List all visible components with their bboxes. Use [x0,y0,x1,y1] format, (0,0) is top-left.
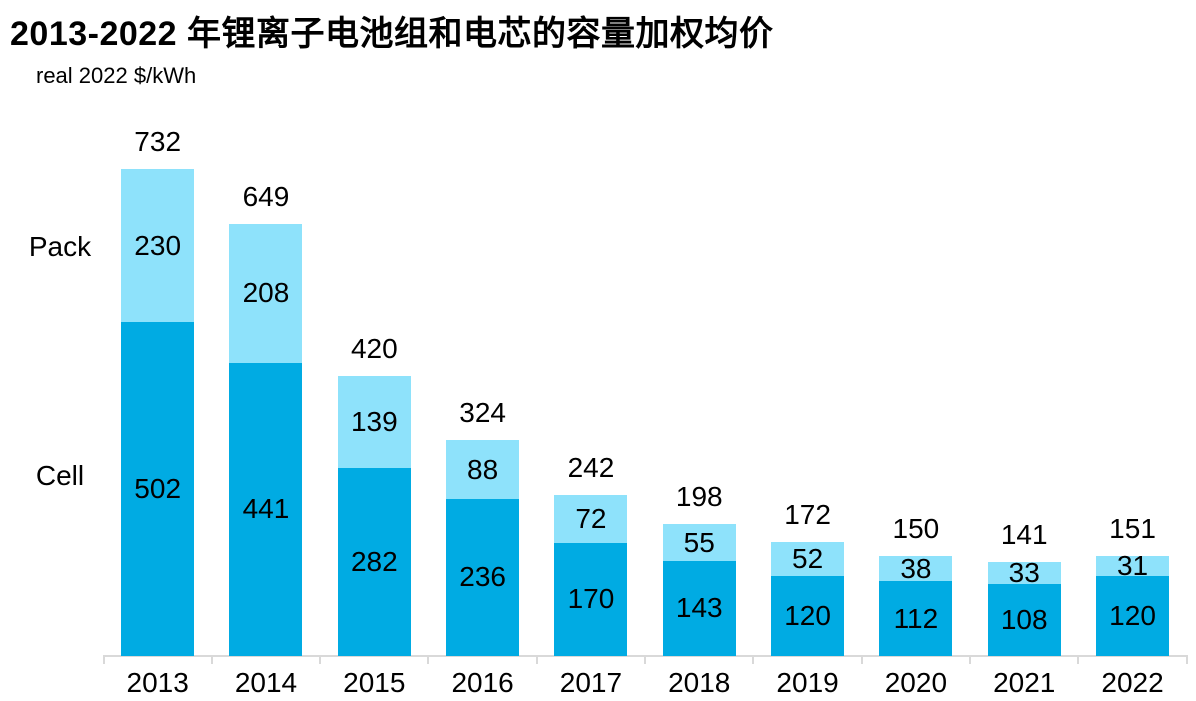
segment-value-cell-label: 120 [784,600,831,632]
x-axis-label: 2015 [343,667,406,698]
x-axis-label: 2017 [559,667,623,698]
x-axis-tick [752,655,755,664]
x-axis-label: 2013 [126,667,189,698]
x-axis-tick [535,655,538,664]
segment-value-pack-label: 230 [134,229,182,261]
x-axis-label: 2014 [234,667,298,698]
chart-title: 2013-2022 年锂离子电池组和电芯的容量加权均价 [10,15,774,53]
segment-value-pack-label: 139 [350,406,398,438]
segment-value-cell-label: 120 [1109,600,1156,632]
bar-segment-cell [121,322,195,656]
bar-segment-pack [337,375,411,469]
x-axis-tick [210,655,213,664]
x-axis-tick [1185,655,1188,664]
x-axis-tick [319,655,322,664]
x-axis-label: 2022 [1101,667,1164,698]
bar-segment-cell [771,576,845,656]
segment-value-cell-label: 282 [350,546,398,578]
x-axis-tick [1077,655,1080,664]
bar-segment-cell [229,362,303,656]
bar-total-label: 172 [784,498,831,530]
segment-value-cell-label: 502 [134,473,182,504]
bar-total-label: 649 [242,181,290,213]
bar-segment-cell [987,584,1061,656]
bar-segment-cell [662,560,736,656]
segment-value-pack-label: 31 [1116,549,1149,581]
x-axis-tick [644,655,647,664]
bar-segment-cell [446,498,520,656]
x-axis-label: 2021 [993,667,1056,698]
bar-segment-pack [879,556,953,582]
bar-total-label: 151 [1109,512,1156,544]
x-axis-tick [969,655,972,664]
series-label-cell: Cell [35,460,85,491]
bar-total-label: 198 [675,481,723,513]
bar-segment-pack [229,224,303,363]
segment-value-pack-label: 52 [792,542,824,574]
bar-total-label: 732 [134,126,182,157]
bar-total-label: 141 [1000,519,1048,551]
bar-segment-cell [554,542,628,656]
segment-value-cell-label: 441 [242,493,290,525]
bar-segment-pack [554,494,628,543]
x-axis-label: 2020 [884,667,948,698]
segment-value-pack-label: 38 [900,552,932,584]
bar-segment-pack [1096,555,1170,577]
bar-total-label: 324 [459,397,506,429]
segment-value-pack-label: 55 [683,526,715,558]
segment-value-cell-label: 143 [675,592,723,624]
bar-segment-pack [771,541,845,577]
bar-total-label: 420 [350,332,398,364]
segment-value-pack-label: 72 [575,502,607,534]
bar-segment-pack [446,440,520,499]
segment-value-pack-label: 88 [467,453,499,485]
x-axis-tick [102,655,105,664]
bar-segment-pack [987,562,1061,585]
bar-total-label: 150 [892,513,940,545]
segment-value-cell-label: 170 [567,583,615,615]
x-axis-label: 2018 [668,667,731,698]
segment-value-cell-label: 236 [459,561,506,593]
bar-segment-cell [1096,576,1170,656]
bar-segment-pack [121,169,195,323]
segment-value-pack-label: 33 [1008,557,1040,589]
x-axis-tick [860,655,863,664]
x-axis-label: 2019 [776,667,839,698]
segment-value-cell-label: 108 [1000,604,1048,636]
x-axis-tick [427,655,430,664]
segment-value-cell-label: 112 [893,602,939,634]
segment-value-pack-label: 208 [242,277,290,309]
bar-segment-cell [337,468,411,656]
bar-segment-cell [879,581,953,656]
series-label-pack: Pack [28,231,92,262]
chart-unit-label: real 2022 $/kWh [36,63,197,88]
bar-segment-pack [662,524,736,561]
x-axis-label: 2016 [451,667,514,698]
bar-total-label: 242 [567,451,615,483]
